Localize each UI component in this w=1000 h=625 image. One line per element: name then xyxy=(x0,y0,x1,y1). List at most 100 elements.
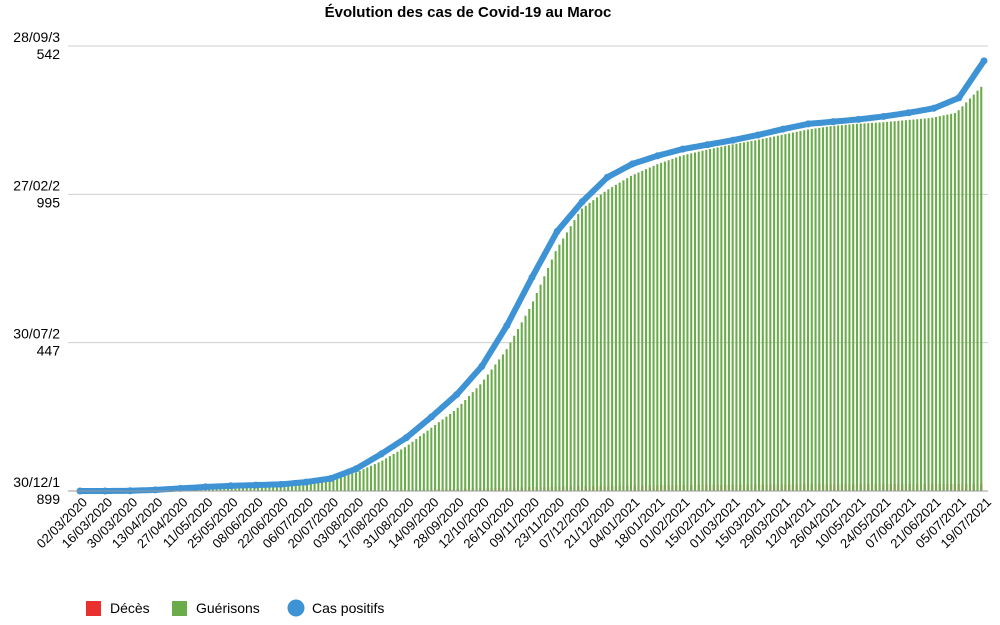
y-tick-label-line2: 899 xyxy=(37,491,61,507)
bar-gu-risons xyxy=(859,123,862,492)
bar-gu-risons xyxy=(942,115,945,491)
data-point xyxy=(402,434,410,442)
bar-gu-risons xyxy=(550,259,553,491)
bar-gu-risons xyxy=(347,474,350,491)
bar-gu-risons xyxy=(577,213,580,491)
bar-gu-risons xyxy=(366,467,369,491)
y-tick-label-line2: 542 xyxy=(37,46,61,62)
bar-gu-risons xyxy=(223,487,226,491)
bar-gu-risons xyxy=(287,483,290,491)
bar-gu-risons xyxy=(422,433,425,491)
bar-gu-risons xyxy=(897,120,900,492)
bar-gu-risons xyxy=(626,178,629,491)
bar-gu-risons xyxy=(321,479,324,491)
y-tick-label: 30/12/1 899 xyxy=(13,474,60,507)
bar-gu-risons xyxy=(773,136,776,492)
bar-gu-risons xyxy=(938,116,941,491)
bar-gu-risons xyxy=(358,470,361,491)
bar-gu-risons xyxy=(562,238,565,491)
bar-gu-risons xyxy=(565,232,568,491)
bar-gu-risons xyxy=(339,476,342,491)
bar-gu-risons xyxy=(871,122,874,491)
bar-gu-risons xyxy=(863,123,866,491)
bar-gu-risons xyxy=(532,301,535,491)
bar-gu-risons xyxy=(354,472,358,491)
bar-gu-risons xyxy=(313,480,316,491)
bar-gu-risons xyxy=(607,189,610,491)
bar-gu-risons xyxy=(806,129,810,492)
bar-gu-risons xyxy=(241,486,245,491)
bar-gu-risons xyxy=(652,165,655,491)
bar-gu-risons xyxy=(434,425,437,491)
bar-gu-risons xyxy=(761,138,764,491)
y-axis-ticks: 30/12/1 899 30/07/2 447 27/02/2 995 28/09/3 542 xyxy=(13,29,60,507)
bar-gu-risons xyxy=(411,441,414,491)
bar-gu-risons xyxy=(264,485,267,491)
bar-gu-risons xyxy=(211,488,214,491)
bar-gu-risons xyxy=(739,143,742,492)
bar-gu-risons xyxy=(543,276,546,491)
bar-gu-risons xyxy=(336,476,339,491)
y-tick-label: 27/02/2 995 xyxy=(13,177,60,210)
bar-gu-risons xyxy=(275,484,278,491)
bar-gu-risons xyxy=(648,167,651,491)
data-point xyxy=(679,145,687,153)
bar-gu-risons xyxy=(923,118,926,492)
bar-gu-risons xyxy=(693,152,697,492)
bar-gu-risons xyxy=(795,131,798,492)
bar-gu-risons xyxy=(403,447,406,491)
bar-gu-risons xyxy=(803,130,806,491)
data-point xyxy=(829,118,837,126)
bar-gu-risons xyxy=(935,116,938,491)
bar-gu-risons xyxy=(449,413,452,491)
bar-gu-risons xyxy=(528,308,531,491)
legend-swatch-cas-positifs xyxy=(287,599,305,617)
bar-gu-risons xyxy=(234,487,237,491)
bar-gu-risons xyxy=(735,143,738,491)
bar-gu-risons xyxy=(611,187,614,491)
bar-gu-risons xyxy=(614,184,617,491)
bar-gu-risons xyxy=(486,374,489,491)
data-point xyxy=(252,481,260,489)
bar-gu-risons xyxy=(437,422,440,491)
bar-gu-risons xyxy=(460,403,463,491)
bar-gu-risons xyxy=(667,160,670,492)
bar-gu-risons xyxy=(818,127,821,492)
bar-gu-risons xyxy=(475,388,478,491)
bar-gu-risons xyxy=(678,156,681,491)
bar-gu-risons xyxy=(874,122,877,492)
bar-gu-risons xyxy=(445,416,448,491)
bar-gu-risons xyxy=(400,449,403,491)
chart-title: Évolution des cas de Covid-19 au Maroc xyxy=(325,4,612,21)
bar-gu-risons xyxy=(780,134,783,491)
bar-gu-risons xyxy=(840,125,843,492)
bar-gu-risons xyxy=(388,456,391,491)
bar-gu-risons xyxy=(226,487,229,491)
bar-gu-risons xyxy=(750,141,753,491)
data-point xyxy=(528,273,536,281)
data-point xyxy=(980,57,988,65)
bar-gu-risons xyxy=(833,125,836,491)
bar-gu-risons xyxy=(637,172,640,491)
bar-gu-risons xyxy=(950,113,953,491)
bar-gu-risons xyxy=(452,411,455,491)
bar-gu-risons xyxy=(972,94,975,492)
bar-gu-risons xyxy=(878,122,881,492)
bar-gu-risons xyxy=(419,436,422,491)
bar-gu-risons xyxy=(682,155,685,492)
bar-gu-risons xyxy=(980,86,983,491)
bar-gu-risons xyxy=(539,284,542,491)
bar-gu-risons xyxy=(754,140,757,492)
bar-gu-risons xyxy=(641,170,644,492)
legend-label-d-c-s: Décès xyxy=(110,600,150,616)
bar-gu-risons xyxy=(904,120,907,491)
legend-label-cas-positifs: Cas positifs xyxy=(312,600,384,616)
y-tick-label-line1: 28/09/3 xyxy=(13,29,60,45)
bar-gu-risons xyxy=(919,118,923,491)
legend: Décès Guérisons Cas positifs xyxy=(86,599,384,617)
data-point xyxy=(227,482,235,490)
data-point xyxy=(352,465,360,473)
data-point xyxy=(779,125,787,133)
data-point xyxy=(654,152,662,160)
bar-gu-risons xyxy=(701,150,704,491)
